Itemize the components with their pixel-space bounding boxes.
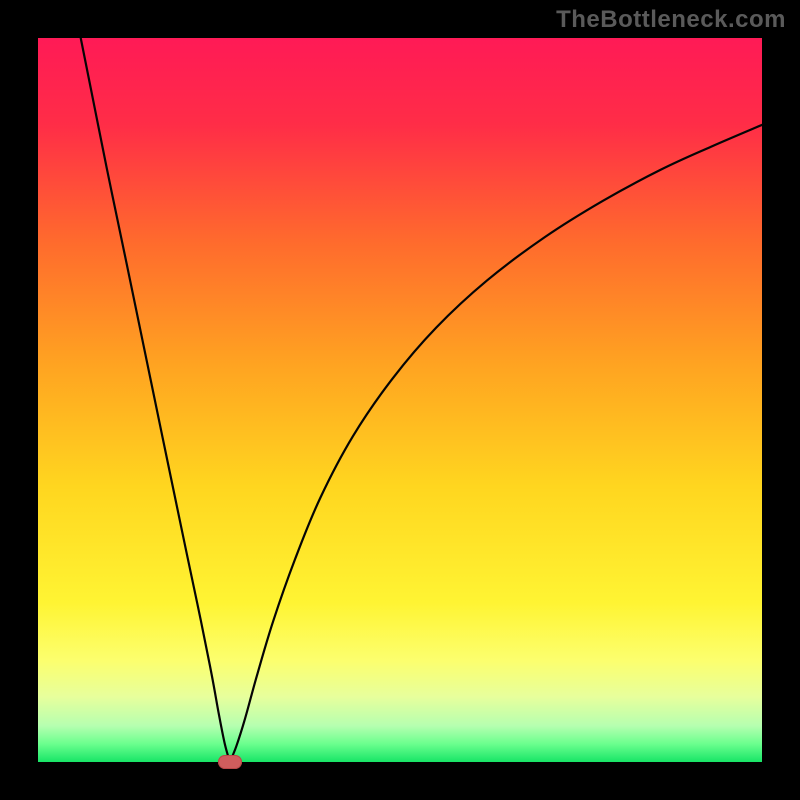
watermark-label: TheBottleneck.com [556,6,786,34]
chart-frame: TheBottleneck.com [0,0,800,800]
bottleneck-curve [0,0,800,800]
optimal-point-marker [218,755,242,769]
